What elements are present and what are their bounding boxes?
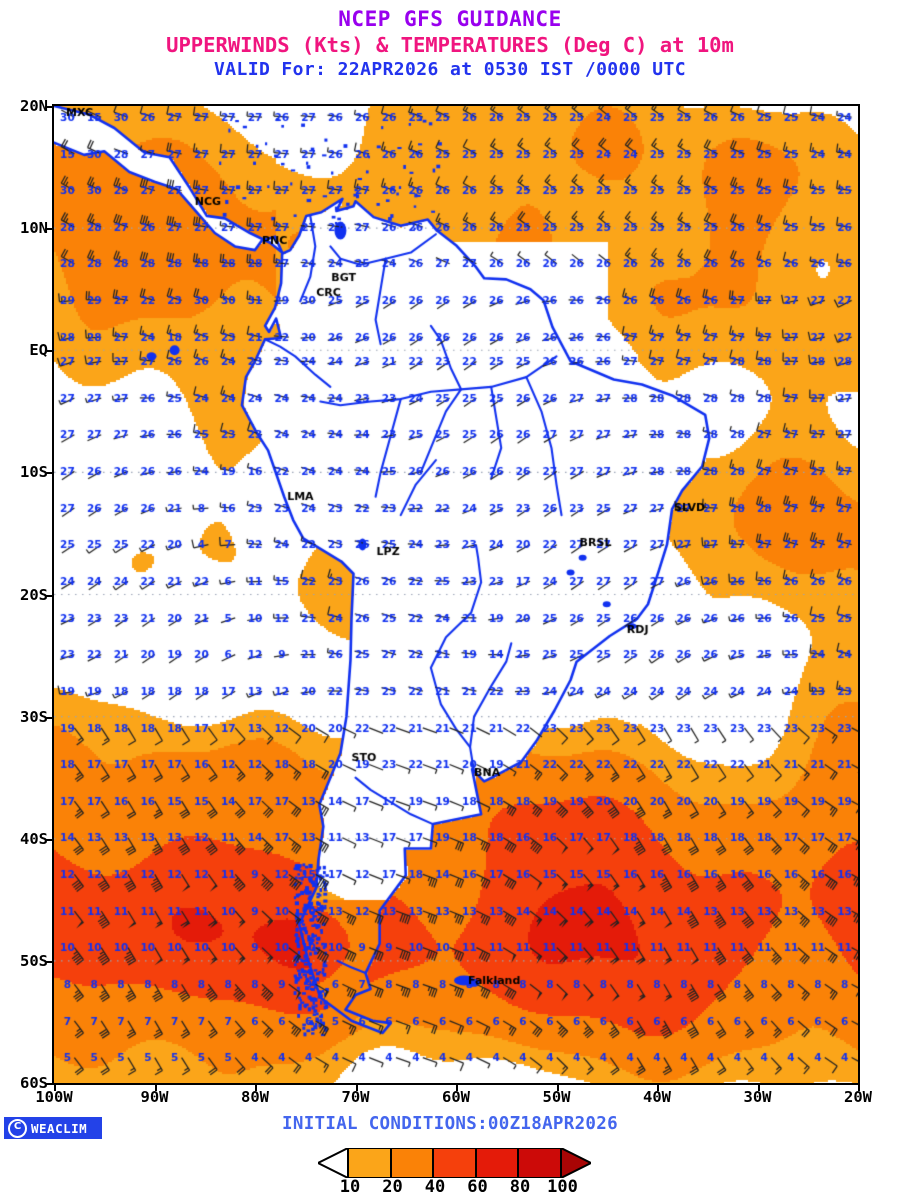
page-title-line1: NCEP GFS GUIDANCE: [338, 7, 562, 31]
x-tick-80W: 80W: [241, 1088, 269, 1106]
x-tickmark: [355, 1083, 358, 1091]
colorbar: [315, 1146, 593, 1180]
colorbar-label-10: 10: [339, 1177, 361, 1197]
title-block: NCEP GFS GUIDANCE UPPERWINDS (Kts) & TEM…: [0, 0, 900, 82]
x-tick-90W: 90W: [140, 1088, 169, 1106]
y-tick-50S: 50S: [20, 951, 48, 970]
colorbar-swatches: [348, 1148, 561, 1178]
y-tickmark: [45, 960, 54, 963]
x-tickmark: [456, 1083, 458, 1091]
y-tickmark: [45, 106, 54, 108]
colorbar-cell-3: [433, 1148, 476, 1178]
y-tickmark: [45, 1083, 54, 1085]
y-tick-EQ: EQ: [29, 341, 48, 360]
x-tick-70W: 70W: [341, 1088, 370, 1106]
weaclim-logo[interactable]: C WEACLIM: [4, 1117, 102, 1139]
y-tickmark: [45, 838, 54, 841]
x-tick-60W: 60W: [442, 1088, 470, 1106]
y-tick-40S: 40S: [20, 829, 48, 848]
x-tick-50W: 50W: [542, 1088, 571, 1106]
y-tickmark: [45, 350, 54, 353]
y-tick-20S: 20S: [20, 585, 48, 604]
x-tickmark: [657, 1083, 659, 1091]
y-tick-10N: 10N: [20, 219, 48, 238]
initial-conditions-label: INITIAL CONDITIONS:00Z18APR2026: [282, 1114, 618, 1134]
x-tick-20W: 20W: [844, 1088, 872, 1106]
weaclim-logo-text: WEACLIM: [31, 1120, 88, 1136]
page-title-line2: UPPERWINDS (Kts) & TEMPERATURES (Deg C) …: [166, 33, 734, 57]
x-tick-100W: 100W: [35, 1088, 73, 1106]
colorbar-label-20: 20: [382, 1177, 403, 1197]
y-tick-30S: 30S: [20, 707, 48, 726]
x-tickmark: [54, 1083, 56, 1091]
y-tickmark: [45, 228, 54, 231]
colorbar-low-arrow-outline: [315, 1146, 349, 1180]
x-tickmark: [556, 1083, 559, 1091]
x-tickmark: [154, 1083, 157, 1091]
y-tickmark: [45, 716, 54, 719]
colorbar-label-100: 100: [547, 1177, 578, 1197]
map-canvas: [54, 106, 858, 1083]
colorbar-cell-1: [348, 1148, 391, 1178]
y-tick-60S: 60S: [20, 1074, 48, 1092]
x-tick-40W: 40W: [643, 1088, 671, 1106]
colorbar-cell-5: [518, 1148, 561, 1178]
colorbar-label-40: 40: [424, 1177, 446, 1197]
colorbar-label-60: 60: [467, 1177, 488, 1197]
colorbar-labels: 10 20 40 60 80 100: [318, 1177, 618, 1199]
x-tickmark: [757, 1083, 760, 1091]
y-tickmark: [45, 472, 54, 475]
copyright-icon: C: [8, 1118, 27, 1138]
page-title-line3: VALID For: 22APR2026 at 0530 IST /0000 U…: [214, 59, 686, 80]
x-tickmark: [255, 1083, 257, 1091]
colorbar-high-arrow: [559, 1146, 593, 1180]
y-tick-10S: 10S: [20, 463, 48, 482]
x-tick-30W: 30W: [743, 1088, 772, 1106]
colorbar-cell-4: [475, 1148, 518, 1178]
y-tick-20N: 20N: [20, 97, 48, 115]
y-tickmark: [45, 594, 54, 597]
weather-map[interactable]: [52, 104, 860, 1085]
colorbar-cell-2: [390, 1148, 433, 1178]
colorbar-label-80: 80: [509, 1177, 531, 1197]
x-tickmark: [858, 1083, 860, 1091]
